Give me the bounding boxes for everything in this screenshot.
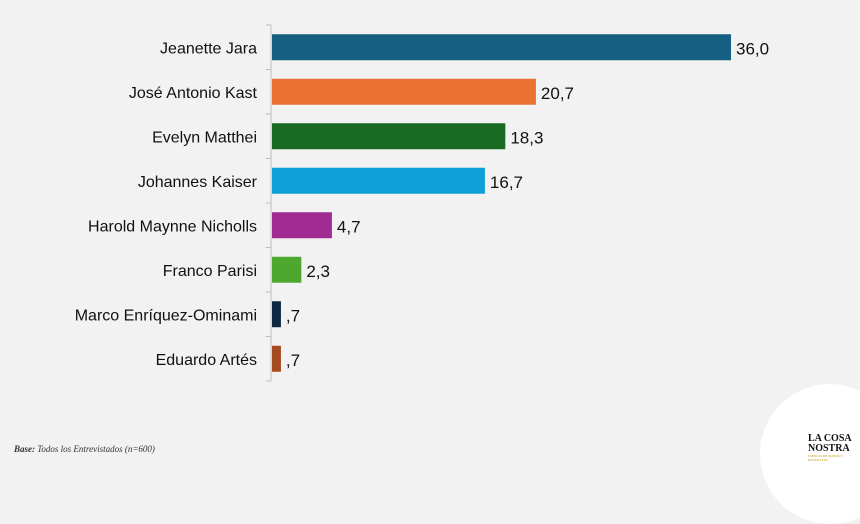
data-label: 20,7: [541, 84, 574, 103]
data-label: 4,7: [337, 217, 361, 236]
category-label: Jeanette Jara: [160, 40, 257, 57]
data-label: 18,3: [510, 128, 543, 147]
footnote: Base: Todos los Entrevistados (n=600): [14, 444, 155, 454]
category-label: Johannes Kaiser: [138, 174, 258, 191]
logo-tagline: CIENCIA DE DATOS Y ENCUESTAS: [808, 454, 843, 462]
footnote-label: Base:: [14, 444, 35, 454]
data-label: ,7: [286, 351, 300, 370]
category-label: Evelyn Matthei: [152, 129, 257, 146]
bar: [272, 256, 302, 283]
bar: [272, 167, 485, 194]
category-label: Marco Enríquez-Ominami: [75, 307, 257, 324]
bar: [272, 212, 332, 239]
bar: [272, 301, 281, 328]
brand-logo: LA COSA NOSTRA CIENCIA DE DATOS Y ENCUES…: [808, 433, 856, 463]
bar: [272, 345, 281, 372]
footnote-text: Todos los Entrevistados (n=600): [35, 444, 155, 454]
data-label: 2,3: [306, 262, 330, 281]
bar-chart: Jeanette Jara 36,0 José Antonio Kast 20,7 Ev…: [75, 24, 769, 382]
data-label: ,7: [286, 306, 300, 325]
category-label: Harold Maynne Nicholls: [88, 218, 257, 235]
bar: [272, 78, 536, 105]
bar: [272, 34, 731, 61]
data-label: 16,7: [490, 173, 523, 192]
category-label: Eduardo Artés: [156, 352, 257, 369]
logo-line-2: NOSTRA: [808, 443, 850, 454]
data-label: 36,0: [736, 39, 769, 58]
bar: [272, 123, 506, 150]
category-label: Franco Parisi: [163, 263, 257, 280]
category-label: José Antonio Kast: [129, 85, 258, 102]
logo-line-1: LA COSA: [808, 433, 852, 444]
